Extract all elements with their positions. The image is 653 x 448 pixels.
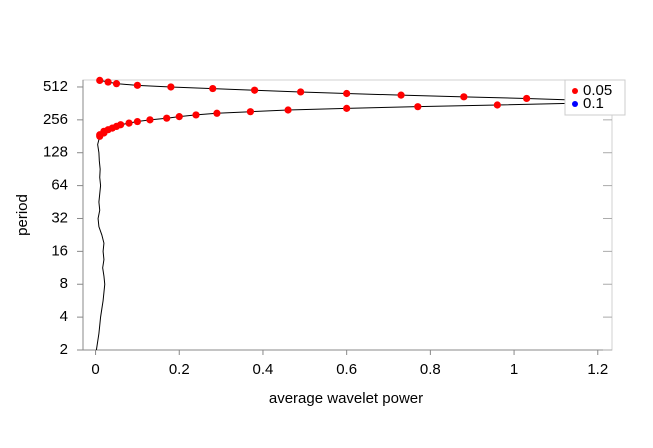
significance-point [117, 121, 125, 129]
significance-point [167, 83, 175, 91]
significance-point [192, 111, 200, 119]
legend-label: 0.1 [583, 95, 604, 112]
significance-point [246, 108, 255, 116]
significance-point [343, 104, 351, 112]
y-tick-label: 8 [60, 275, 68, 292]
significance-point [343, 89, 351, 98]
significance-point [250, 86, 259, 94]
significance-point [297, 88, 305, 96]
y-axis-label: period [14, 194, 31, 236]
x-tick-label: 0.4 [253, 361, 274, 378]
legend-marker [572, 88, 578, 94]
significance-point [163, 114, 171, 122]
x-tick-label: 0 [91, 361, 99, 378]
significance-point [112, 80, 121, 88]
y-tick-label: 2 [60, 341, 68, 358]
y-tick-label: 64 [51, 177, 68, 194]
x-tick-label: 1 [510, 361, 518, 378]
y-tick-label: 32 [51, 209, 68, 226]
significance-point [284, 106, 292, 114]
significance-point [125, 119, 133, 127]
significance-point [397, 91, 405, 99]
plot-frame [82, 79, 613, 351]
y-tick-label: 16 [51, 242, 68, 259]
x-tick-label: 0.2 [169, 361, 190, 378]
y-tick-label: 4 [60, 308, 68, 325]
significance-point [146, 116, 154, 124]
significance-point [133, 81, 142, 89]
legend-box [564, 79, 626, 116]
legend: 0.050.1 [564, 79, 626, 116]
x-axis-label: average wavelet power [269, 390, 423, 407]
y-tick-label: 128 [43, 144, 68, 161]
y-tick-label: 256 [43, 111, 68, 128]
power-line [95, 79, 598, 351]
legend-marker [572, 101, 578, 107]
significance-point [209, 84, 217, 93]
x-tick-label: 1.2 [587, 361, 608, 378]
significance-point [213, 109, 221, 117]
significance-point [104, 78, 112, 86]
x-tick-label: 0.6 [336, 361, 357, 378]
significance-point [523, 94, 531, 103]
significance-point [96, 76, 104, 85]
significance-point [133, 117, 142, 126]
legend-label: 0.05 [583, 82, 612, 99]
x-tick-label: 0.8 [420, 361, 441, 378]
significance-point [414, 103, 422, 111]
significance-point [175, 113, 183, 121]
significance-point [493, 101, 501, 109]
significance-point [460, 93, 468, 101]
y-tick-label: 512 [43, 78, 68, 95]
